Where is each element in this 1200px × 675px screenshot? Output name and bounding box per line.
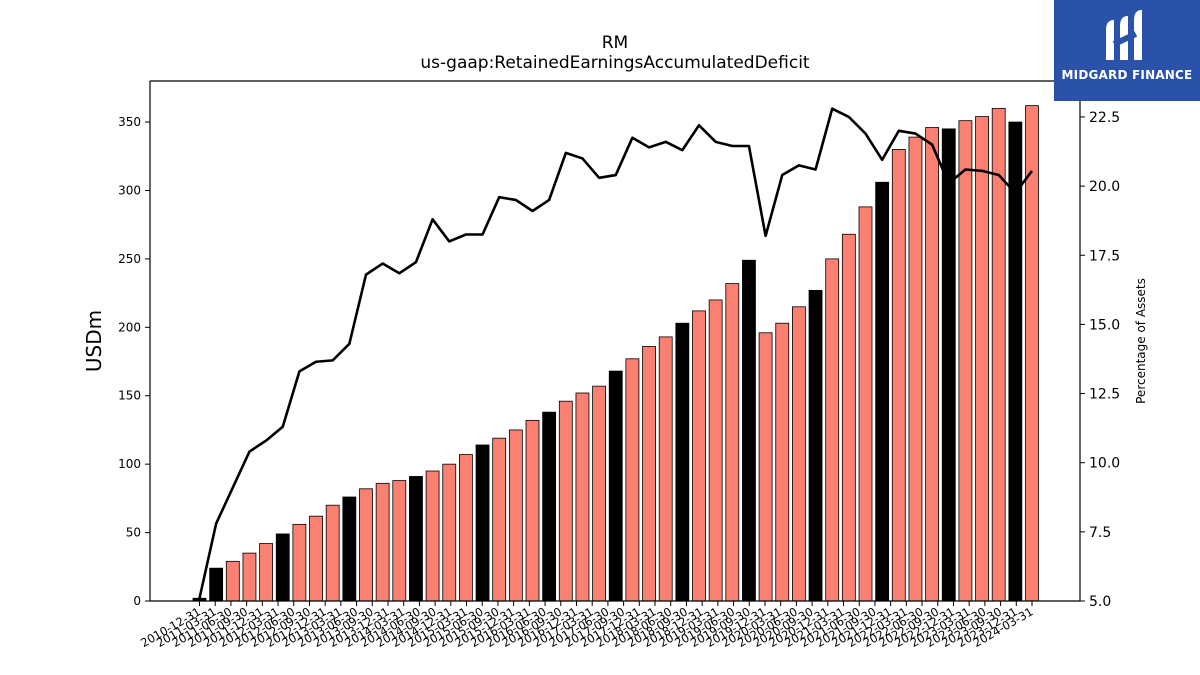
bar — [941, 128, 956, 602]
y-tick-label: 150 — [118, 389, 141, 403]
bar — [209, 567, 224, 602]
y2-tick-label: 22.5 — [1089, 110, 1120, 126]
y-tick-label: 200 — [118, 320, 141, 334]
bar — [475, 444, 490, 602]
bar — [675, 322, 690, 602]
y-tick-label: 0 — [133, 594, 141, 608]
bar — [692, 310, 706, 602]
chart-title: RM — [602, 33, 628, 53]
y-tick-label: 100 — [118, 457, 141, 471]
bar — [891, 149, 906, 602]
y-tick-label: 300 — [118, 183, 141, 197]
y2-tick-label: 17.5 — [1089, 248, 1120, 264]
bar — [592, 385, 606, 602]
logo-mark-icon — [1106, 10, 1142, 60]
axes-group: 0 50 100 150 200 250 300 350 5.0 7.5 10.0 12.5 15.0 1… — [118, 80, 1120, 650]
y2-tick-label: 10.0 — [1089, 456, 1120, 472]
bar — [625, 358, 640, 602]
bar — [991, 107, 1006, 602]
bar — [292, 523, 307, 602]
bar — [975, 116, 989, 602]
bar — [525, 419, 540, 602]
bar — [558, 400, 573, 602]
y2-tick-label: 12.5 — [1089, 387, 1120, 403]
bar — [359, 488, 373, 602]
y-tick-label: 50 — [126, 526, 141, 540]
bar — [808, 289, 823, 602]
bar — [742, 259, 756, 602]
bar — [841, 233, 856, 602]
bar — [325, 504, 340, 602]
bar — [758, 332, 773, 602]
y2-tick-label: 7.5 — [1089, 525, 1111, 541]
bar — [342, 496, 357, 602]
bar — [425, 470, 440, 602]
y2-tick-label: 15.0 — [1089, 317, 1120, 333]
bars-group — [192, 105, 1039, 602]
bar — [409, 476, 423, 602]
bar — [642, 346, 656, 602]
bar — [792, 306, 806, 602]
y2-tick-label: 5.0 — [1089, 594, 1111, 610]
bar — [492, 437, 507, 602]
bar — [608, 370, 623, 602]
bar — [875, 181, 890, 602]
y2-tick-label: 20.0 — [1089, 179, 1120, 195]
y-tick-label: 250 — [118, 252, 141, 266]
line-group — [198, 107, 1034, 599]
brand-logo: MIDGARD FINANCE — [1054, 0, 1200, 101]
bar — [225, 560, 240, 602]
bar — [1025, 105, 1039, 602]
bar — [825, 258, 840, 602]
bar — [392, 480, 407, 602]
bar — [309, 515, 323, 602]
percentage-line — [198, 107, 1034, 599]
bar — [242, 552, 257, 602]
chart-subtitle: us-gaap:RetainedEarningsAccumulatedDefic… — [420, 53, 810, 73]
bar — [542, 411, 557, 602]
y-tick-label: 350 — [118, 115, 141, 129]
bar — [708, 299, 723, 602]
bar — [908, 136, 923, 602]
bar — [958, 120, 973, 602]
bar — [725, 283, 740, 602]
bar — [775, 322, 790, 602]
bar — [375, 482, 390, 602]
bar — [575, 392, 590, 602]
bar — [259, 543, 274, 602]
y2-axis-label: Percentage of Assets — [1134, 278, 1148, 404]
bar — [925, 127, 939, 602]
bar — [858, 206, 873, 602]
bar — [442, 463, 457, 602]
logo-brand-text: MIDGARD FINANCE — [1061, 68, 1193, 82]
bar — [275, 533, 290, 602]
bar — [508, 429, 523, 602]
y-axis-label: USDm — [82, 310, 106, 372]
bar — [458, 454, 473, 602]
bar — [658, 336, 673, 602]
